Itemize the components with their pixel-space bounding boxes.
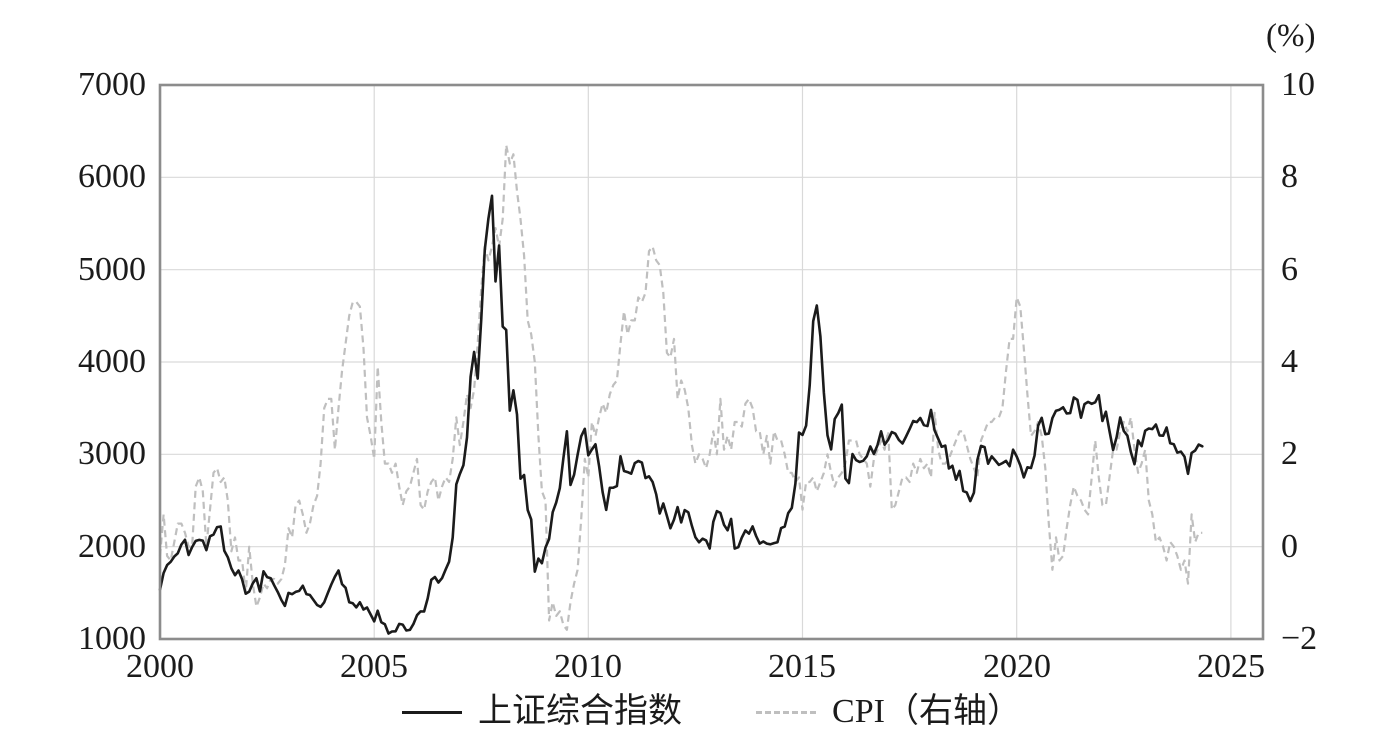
legend-item-cpi: CPI（右轴） — [756, 690, 1021, 734]
plot-border — [158, 83, 1265, 641]
left-axis-tick-4000: 4000 — [78, 343, 146, 380]
right-axis-tick-neg2: −2 — [1281, 620, 1318, 657]
right-axis-tick-0: 0 — [1281, 528, 1298, 565]
left-axis-tick-1000: 1000 — [78, 620, 146, 657]
right-axis-tick-4: 4 — [1281, 343, 1298, 380]
x-axis-tick-2015: 2015 — [768, 648, 836, 685]
left-axis-tick-2000: 2000 — [78, 528, 146, 565]
right-axis-unit-label: (%) — [1266, 18, 1316, 54]
x-axis-tick-2010: 2010 — [554, 648, 622, 685]
legend: 上证综合指数 CPI（右轴） — [160, 690, 1263, 734]
left-axis-tick-7000: 7000 — [78, 66, 146, 103]
x-axis-tick-2025: 2025 — [1197, 648, 1265, 685]
cpi-line — [158, 143, 1203, 631]
dashed-line-swatch — [756, 710, 817, 714]
x-axis-tick-2020: 2020 — [983, 648, 1051, 685]
left-axis-tick-6000: 6000 — [78, 158, 146, 195]
legend-item-sse: 上证综合指数 — [402, 690, 682, 734]
left-axis-tick-5000: 5000 — [78, 251, 146, 288]
x-axis-tick-2000: 2000 — [126, 648, 194, 685]
right-axis-tick-2: 2 — [1281, 435, 1298, 472]
right-axis-tick-6: 6 — [1281, 251, 1298, 288]
right-axis-tick-10: 10 — [1281, 66, 1315, 103]
right-axis-tick-8: 8 — [1281, 158, 1298, 195]
legend-label-cpi: CPI（右轴） — [832, 693, 1021, 730]
x-axis-tick-2005: 2005 — [340, 648, 408, 685]
left-axis-tick-3000: 3000 — [78, 435, 146, 472]
solid-line-swatch — [402, 710, 463, 714]
sse-line — [158, 194, 1204, 635]
legend-label-sse: 上证综合指数 — [478, 693, 683, 730]
